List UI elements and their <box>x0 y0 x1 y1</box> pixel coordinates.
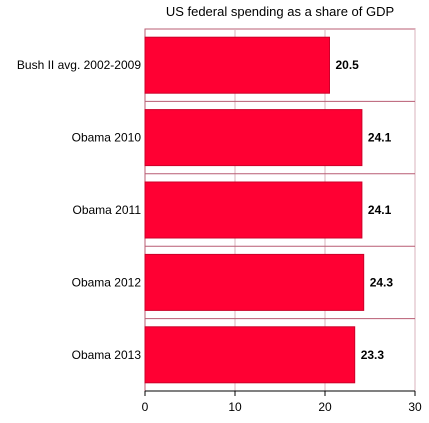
x-tick-label: 0 <box>142 400 149 414</box>
value-label: 20.5 <box>336 58 360 72</box>
category-label: Obama 2012 <box>72 275 142 289</box>
x-tick-label: 10 <box>228 400 242 414</box>
bar <box>144 253 365 311</box>
bar <box>144 36 330 94</box>
bar <box>144 181 363 239</box>
chart-title: US federal spending as a share of GDP <box>165 4 395 19</box>
bar <box>144 326 356 384</box>
category-label: Obama 2011 <box>73 203 142 217</box>
value-label: 24.1 <box>368 131 392 145</box>
value-labels: 20.5 24.1 24.1 24.3 23.3 <box>336 58 394 362</box>
category-labels: Bush II avg. 2002-2009 Obama 2010 Obama 20… <box>17 58 141 362</box>
category-label: Bush II avg. 2002-2009 <box>17 58 141 72</box>
x-tick-label: 30 <box>408 400 422 414</box>
x-axis-ticks: 0 10 20 30 <box>142 391 422 414</box>
category-label: Obama 2010 <box>72 131 142 145</box>
category-label: Obama 2013 <box>72 348 142 362</box>
value-label: 23.3 <box>361 348 385 362</box>
bar <box>144 109 363 167</box>
value-label: 24.3 <box>370 275 394 289</box>
bars <box>144 36 365 384</box>
category-separators <box>145 100 415 320</box>
value-label: 24.1 <box>368 203 392 217</box>
x-tick-label: 20 <box>318 400 332 414</box>
